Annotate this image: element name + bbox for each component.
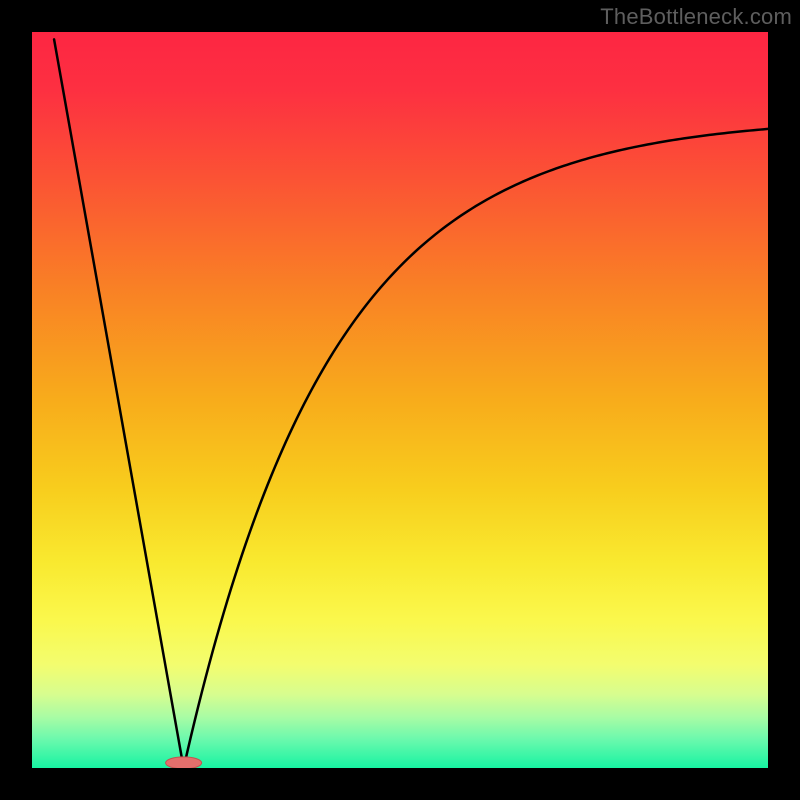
chart-container: TheBottleneck.com <box>0 0 800 800</box>
optimal-marker <box>166 757 202 769</box>
watermark-text: TheBottleneck.com <box>600 4 792 30</box>
bottleneck-chart <box>0 0 800 800</box>
